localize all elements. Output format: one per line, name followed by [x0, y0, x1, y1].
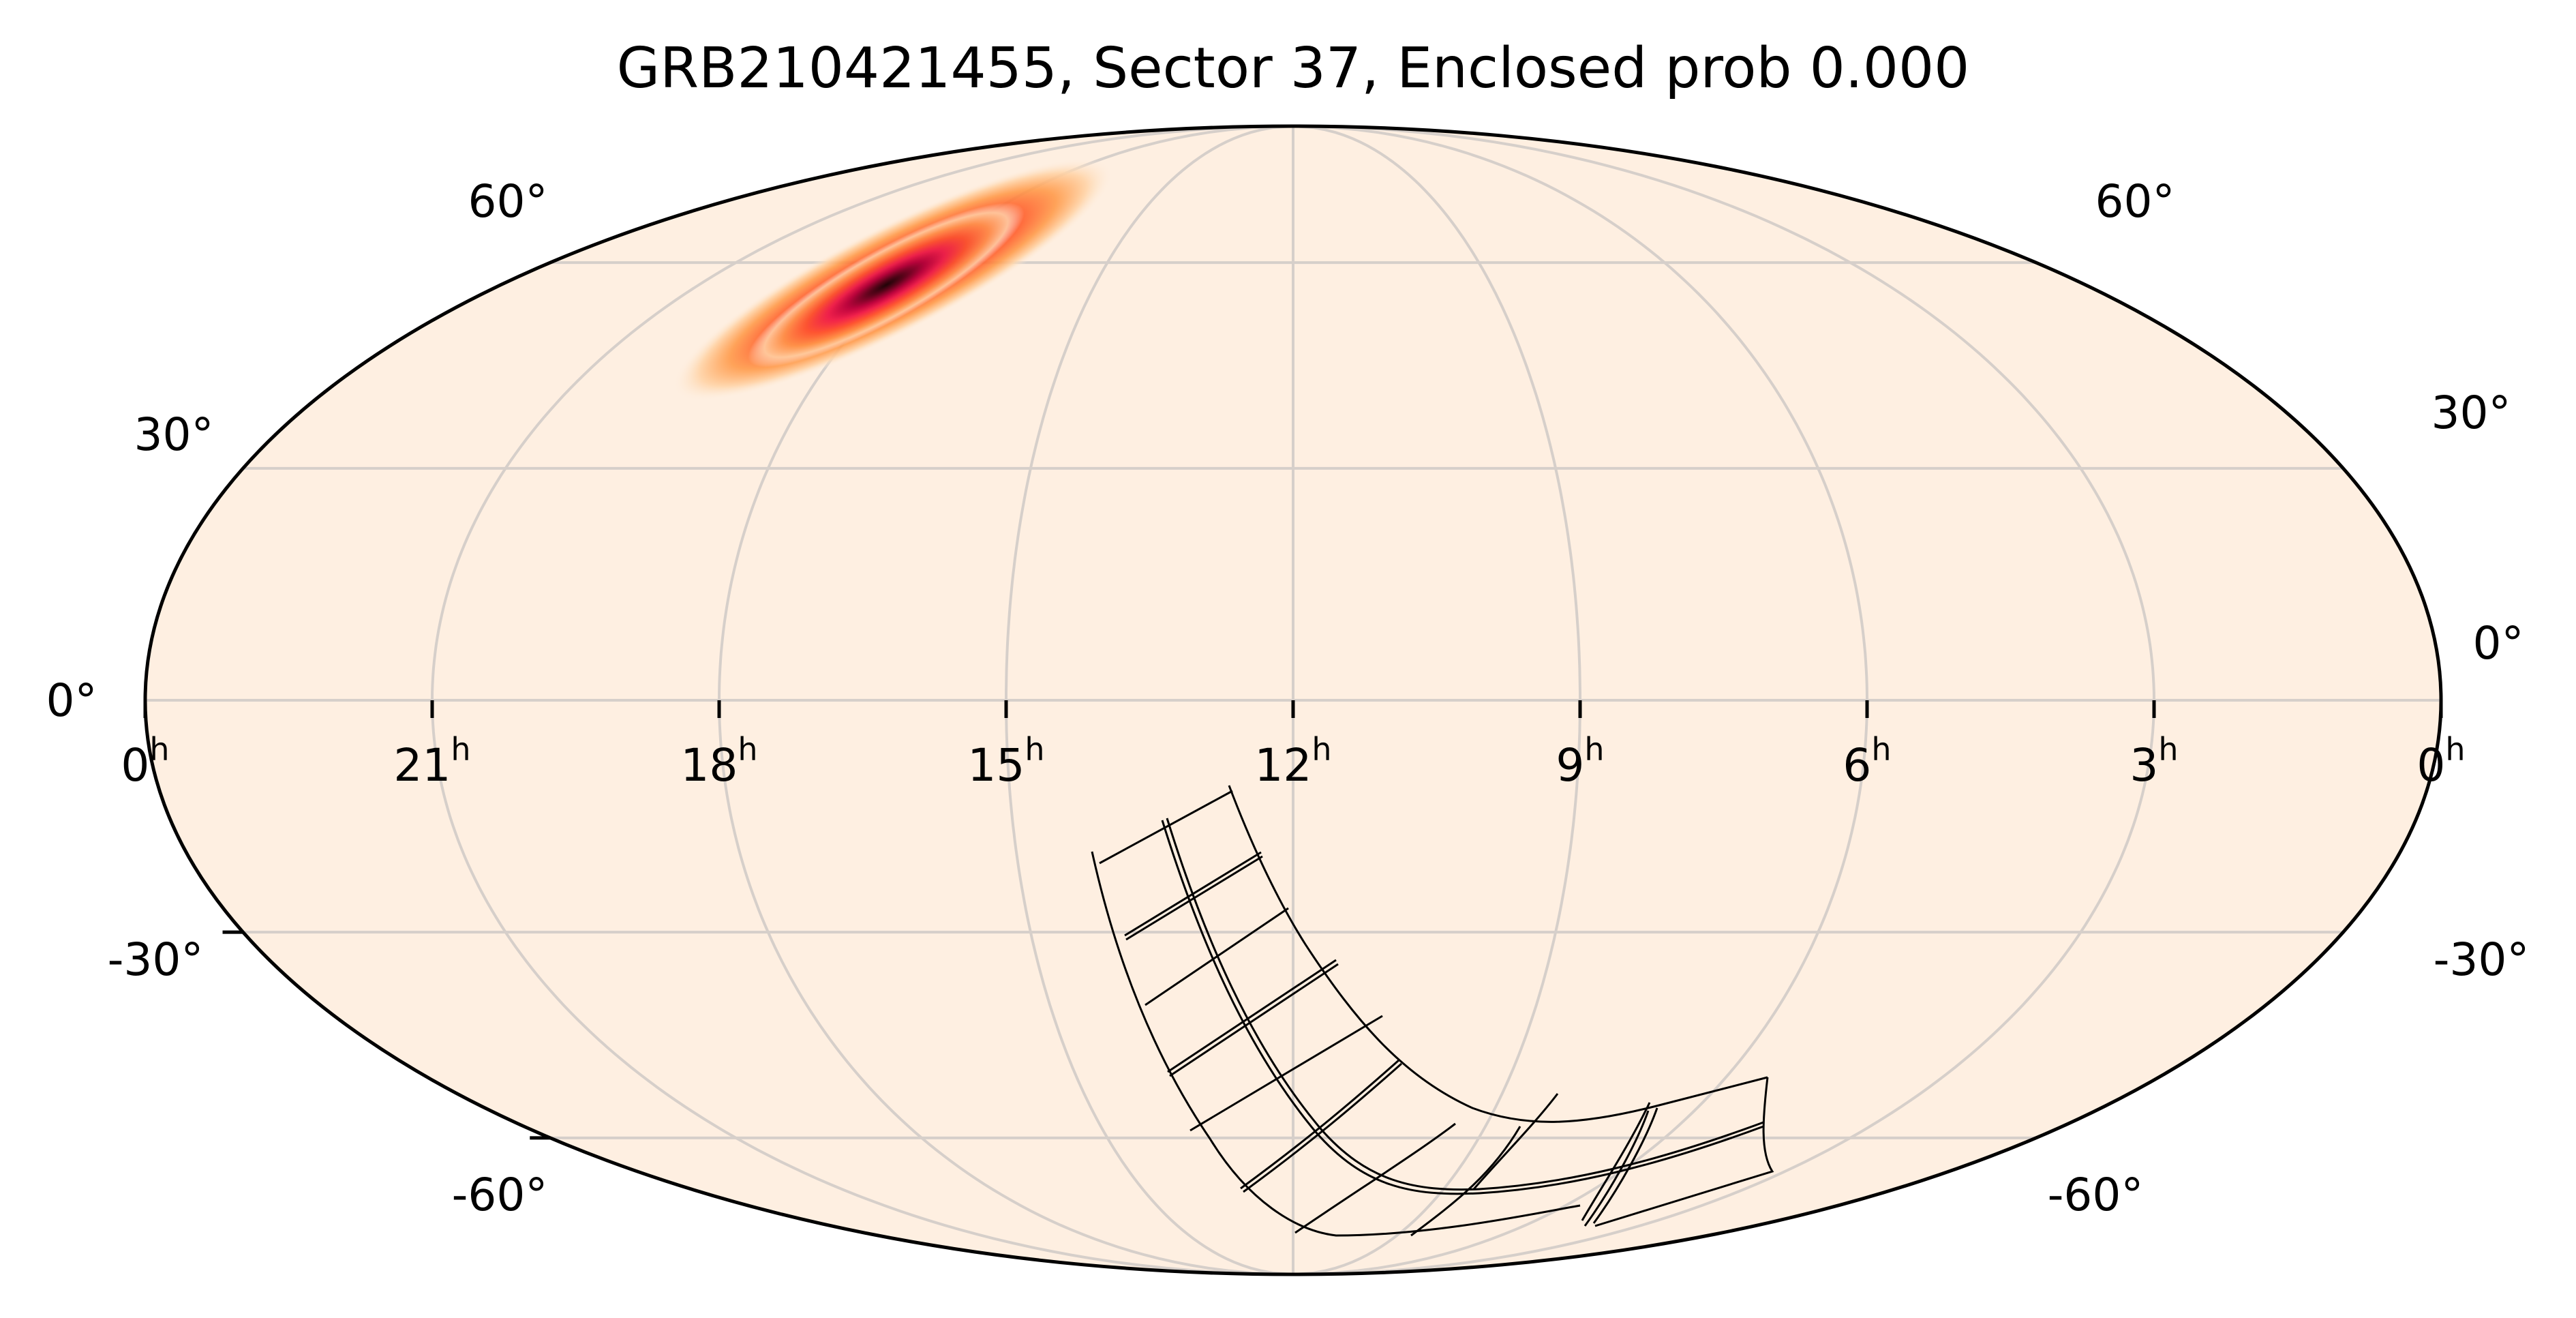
ccd-edge [1243, 1062, 1402, 1193]
ra-tick-label: 0h [2416, 731, 2465, 792]
ra-tick-label: 21h [393, 731, 470, 792]
ra-tick-label: 9h [1556, 731, 1604, 792]
ccd-edge [1166, 818, 1764, 1191]
ccd-edge [1145, 907, 1289, 1006]
ccd-edge [1592, 1107, 1658, 1224]
ccd-edge [1125, 855, 1263, 941]
dec-tick-label-left: -30° [108, 933, 204, 986]
dec-tick-label-left: -60° [452, 1169, 548, 1221]
dec-tick-label-left: 30° [134, 408, 214, 461]
tess-footprint [1091, 785, 1774, 1237]
localization-heatmap [673, 158, 1113, 401]
ra-tick-label: 12h [1254, 731, 1331, 792]
ccd-edge [1294, 1122, 1456, 1234]
ccd-edge [1228, 785, 1768, 1123]
ra-tick-label: 0h [121, 731, 169, 792]
dec-tick-label-left: 60° [468, 175, 548, 228]
dec-tick-label-right: -30° [2434, 933, 2530, 986]
ccd-edge [1167, 959, 1337, 1073]
chart-title: GRB210421455, Sector 37, Enclosed prob 0… [617, 36, 1970, 101]
ccd-edge [1584, 1110, 1650, 1227]
dec-axis-left: 60° 30° 0° -30° -60° [46, 175, 551, 1221]
ccd-edge [1594, 1077, 1774, 1227]
ccd-edge [1124, 851, 1262, 937]
ccd-edge [1169, 963, 1339, 1077]
dec-axis-right: 60° 30° 0° -30° -60° [2048, 175, 2530, 1221]
dec-tick-label-right: 60° [2095, 175, 2175, 228]
ccd-edge [1099, 790, 1233, 865]
ccd-edge [1581, 1102, 1651, 1221]
ccd-edge [1240, 1059, 1399, 1190]
dec-tick-label-right: 30° [2431, 387, 2511, 439]
ra-tick-label: 18h [680, 731, 757, 792]
ra-axis: 0h 21h 18h 15h 12h 9h 6h 3h 0h [121, 700, 2466, 792]
ccd-edge [1091, 851, 1581, 1237]
ccd-edge [1189, 1015, 1383, 1132]
dec-tick-label-right: 0° [2473, 617, 2524, 670]
dec-tick-label-right: -60° [2048, 1169, 2144, 1221]
ra-tick-label: 3h [2130, 731, 2178, 792]
dec-tick-label-left: 0° [46, 674, 97, 727]
ra-tick-label: 6h [1843, 731, 1891, 792]
ccd-edge [1410, 1126, 1521, 1237]
ccd-edge [1472, 1093, 1559, 1190]
ra-tick-label: 15h [967, 731, 1044, 792]
